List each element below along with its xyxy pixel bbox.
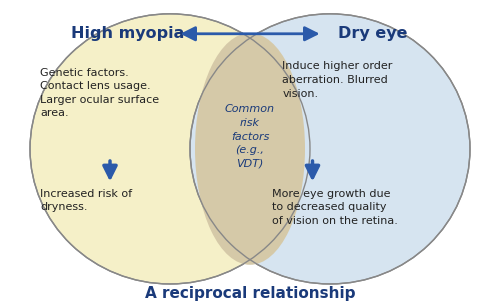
Ellipse shape bbox=[195, 33, 305, 265]
Ellipse shape bbox=[190, 14, 470, 284]
Text: A reciprocal relationship: A reciprocal relationship bbox=[145, 286, 355, 301]
Text: Induce higher order
aberration. Blurred
vision.: Induce higher order aberration. Blurred … bbox=[282, 61, 393, 99]
Ellipse shape bbox=[30, 14, 310, 284]
Text: Dry eye: Dry eye bbox=[338, 26, 407, 41]
Text: Increased risk of
dryness.: Increased risk of dryness. bbox=[40, 189, 132, 212]
Text: Genetic factors.
Contact lens usage.
Larger ocular surface
area.: Genetic factors. Contact lens usage. Lar… bbox=[40, 68, 159, 118]
Text: Common
risk
factors
(e.g.,
VDT): Common risk factors (e.g., VDT) bbox=[225, 104, 275, 169]
Text: More eye growth due
to decreased quality
of vision on the retina.: More eye growth due to decreased quality… bbox=[272, 189, 398, 226]
Text: High myopia: High myopia bbox=[71, 26, 184, 41]
